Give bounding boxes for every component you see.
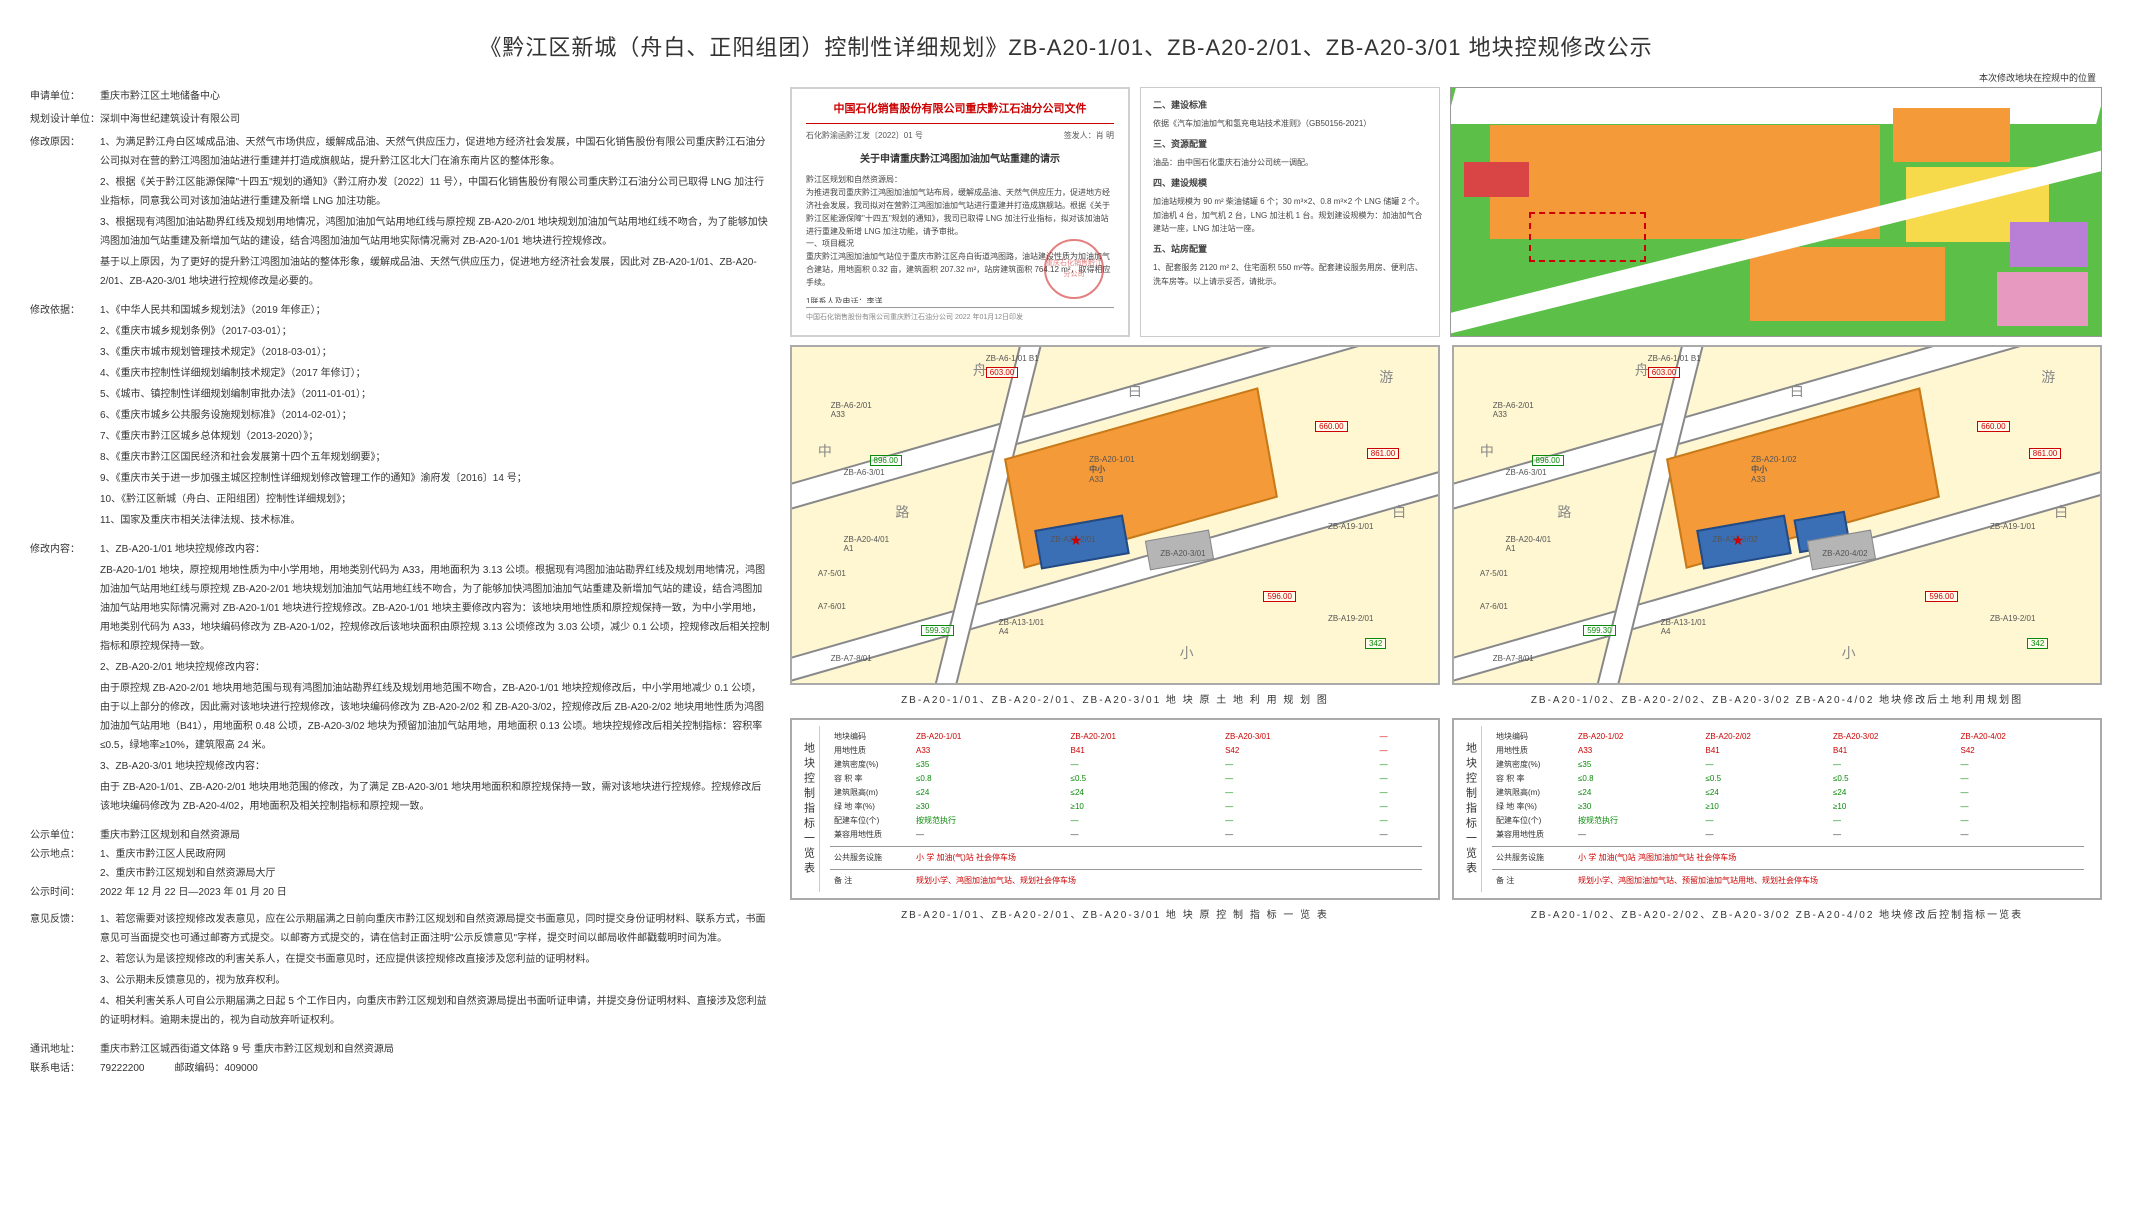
spec-p4: 1、配套服务 2120 m² 2、住宅面积 550 m²等。配套建设服务用房、便… xyxy=(1153,261,1427,288)
phone: 79222200 xyxy=(100,1059,145,1078)
post-label: 邮政编码： xyxy=(175,1059,225,1078)
reason-item: 2、根据《关于黔江区能源保障"十四五"规划的通知》〈黔江府办发〔2022〕11 … xyxy=(100,173,770,211)
pub-unit: 重庆市黔江区规划和自然资源局 xyxy=(100,826,240,845)
basis-item: 5、《城市、镇控制性详细规划编制审批办法》（2011-01-01）； xyxy=(100,385,527,404)
plan-map-after-caption: ZB-A20-1/02、ZB-A20-2/02、ZB-A20-3/02 ZB-A… xyxy=(1452,691,2102,706)
pub-place-label: 公示地点： xyxy=(30,845,100,883)
basis-item: 4、《重庆市控制性详细规划编制技术规定》（2017 年修订）； xyxy=(100,364,527,383)
reason-label: 修改原因： xyxy=(30,133,100,293)
index-table-before-caption: ZB-A20-1/01、ZB-A20-2/01、ZB-A20-3/01 地 块 … xyxy=(790,906,1440,921)
content-para: ZB-A20-1/01 地块，原控规用地性质为中小学用地，用地类别代码为 A33… xyxy=(100,561,770,656)
basis-item: 8、《重庆市黔江区国民经济和社会发展第十四个五年规划纲要》； xyxy=(100,448,527,467)
seal-icon: 重庆石化销售黔江分公司 xyxy=(1044,239,1104,299)
basis-item: 9、《重庆市关于进一步加强主城区控制性详细规划修改管理工作的通知》渝府发〔201… xyxy=(100,469,527,488)
basis-item: 11、国家及重庆市相关法律法规、技术标准。 xyxy=(100,511,527,530)
left-text-column: 申请单位：重庆市黔江区土地储备中心 规划设计单位：深圳中海世纪建筑设计有限公司 … xyxy=(30,87,770,1078)
index-table-before: 地块控制指标一览表 地块编码ZB-A20-1/01ZB-A20-2/01ZB-A… xyxy=(790,718,1440,900)
addr: 重庆市黔江区城西街道文体路 9 号 重庆市黔江区规划和自然资源局 xyxy=(100,1040,394,1059)
spec-panel: 二、建设标准 依据《汽车加油加气和氢充电站技术准则》（GB50156-2021）… xyxy=(1140,87,1440,337)
post: 409000 xyxy=(225,1059,258,1078)
document-title: 关于申请重庆黔江鸿图加油加气站重建的请示 xyxy=(806,152,1114,168)
spec-p1: 依据《汽车加油加气和氢充电站技术准则》（GB50156-2021） xyxy=(1153,117,1427,131)
content-label: 修改内容： xyxy=(30,540,100,818)
basis-item: 7、《重庆市黔江区城乡总体规划（2013-2020）》； xyxy=(100,427,527,446)
feedback-label: 意见反馈： xyxy=(30,910,100,1032)
content-para: 由于 ZB-A20-1/01、ZB-A20-2/01 地块用地范围的修改，为了满… xyxy=(100,778,770,816)
feedback-item: 3、公示期未反馈意见的，视为放弃权利。 xyxy=(100,971,770,990)
applicant-label: 申请单位： xyxy=(30,87,100,106)
reason-item: 1、为满足黔江舟白区域成品油、天然气市场供应，缓解成品油、天然气供应压力，促进地… xyxy=(100,133,770,171)
content-para: 3、ZB-A20-3/01 地块控规修改内容： xyxy=(100,757,770,776)
document-header: 中国石化销售股份有限公司重庆黔江石油分公司文件 xyxy=(806,101,1114,119)
reason-item: 3、根据现有鸿图加油站勘界红线及规划用地情况，鸿图加油加气站用地红线与原控规 Z… xyxy=(100,213,770,251)
feedback-item: 1、若您需要对该控规修改发表意见，应在公示期届满之日前向重庆市黔江区规划和自然资… xyxy=(100,910,770,948)
page-title: 《黔江区新城（舟白、正阳组团）控制性详细规划》ZB-A20-1/01、ZB-A2… xyxy=(30,30,2102,62)
index-vert-label: 地块控制指标一览表 xyxy=(1460,726,1482,892)
basis-item: 1、《中华人民共和国城乡规划法》（2019 年修正）； xyxy=(100,301,527,320)
phone-label: 联系电话： xyxy=(30,1059,100,1078)
official-document-panel: 中国石化销售股份有限公司重庆黔江石油分公司文件 石化黔渝函黔江发〔2022〕01… xyxy=(790,87,1130,337)
addr-label: 通讯地址： xyxy=(30,1040,100,1059)
applicant-value: 重庆市黔江区土地储备中心 xyxy=(100,87,220,106)
spec-p3: 加油站规模为 90 m² 柴油储罐 6 个；30 m³×2、0.8 m³×2 个… xyxy=(1153,195,1427,236)
spec-h4: 五、站房配置 xyxy=(1153,242,1427,257)
reason-item: 基于以上原因，为了更好的提升黔江鸿图加油站的整体形象，缓解成品油、天然气供应压力… xyxy=(100,253,770,291)
right-graphics-column: 本次修改地块在控规中的位置 中国石化销售股份有限公司重庆黔江石油分公司文件 石化… xyxy=(790,87,2102,1078)
spec-p2: 油品：由中国石化重庆石油分公司统一调配。 xyxy=(1153,156,1427,170)
basis-item: 3、《重庆市城市规划管理技术规定》（2018-03-01）； xyxy=(100,343,527,362)
plan-map-before: 舟白游路小中白ZB-A20-1/01中小A33ZB-A20-2/01ZB-A20… xyxy=(790,345,1440,685)
content-para: 1、ZB-A20-1/01 地块控规修改内容： xyxy=(100,540,770,559)
content-para: 2、ZB-A20-2/01 地块控规修改内容： xyxy=(100,658,770,677)
basis-item: 2、《重庆市城乡规划条例》（2017-03-01）； xyxy=(100,322,527,341)
pub-time: 2022 年 12 月 22 日—2023 年 01 月 20 日 xyxy=(100,883,287,902)
locator-map xyxy=(1450,87,2102,337)
index-vert-label: 地块控制指标一览表 xyxy=(798,726,820,892)
basis-label: 修改依据： xyxy=(30,301,100,532)
designer-label: 规划设计单位： xyxy=(30,110,100,129)
document-body: 黔江区规划和自然资源局： xyxy=(806,174,1114,187)
plan-map-after: 舟白游路小中白ZB-A20-1/02中小A33ZB-A20-2/02ZB-A20… xyxy=(1452,345,2102,685)
spec-h1: 二、建设标准 xyxy=(1153,98,1427,113)
document-print-note: 中国石化销售股份有限公司重庆黔江石油分公司 2022 年01月12日印发 xyxy=(806,312,1114,323)
pub-time-label: 公示时间： xyxy=(30,883,100,902)
document-body: 为推进我司重庆黔江鸿图加油加气站布局，缓解成品油、天然气供应压力，促进地方经济社… xyxy=(806,187,1114,238)
index-table-after-caption: ZB-A20-1/02、ZB-A20-2/02、ZB-A20-3/02 ZB-A… xyxy=(1452,906,2102,921)
document-number: 石化黔渝函黔江发〔2022〕01 号 xyxy=(806,130,923,143)
pub-place-1: 1、重庆市黔江区人民政府网 xyxy=(100,845,276,864)
index-table-after: 地块控制指标一览表 地块编码ZB-A20-1/02ZB-A20-2/02ZB-A… xyxy=(1452,718,2102,900)
designer-value: 深圳中海世纪建筑设计有限公司 xyxy=(100,110,240,129)
feedback-item: 2、若您认为是该控规修改的利害关系人，在提交书面意见时，还应提供该控规修改直接涉… xyxy=(100,950,770,969)
document-signer: 签发人：肖 明 xyxy=(1064,130,1114,143)
locator-caption: 本次修改地块在控规中的位置 xyxy=(1979,71,2096,84)
basis-item: 10、《黔江区新城（舟白、正阳组团）控制性详细规划》； xyxy=(100,490,527,509)
basis-item: 6、《重庆市城乡公共服务设施规划标准》（2014-02-01）； xyxy=(100,406,527,425)
pub-place-2: 2、重庆市黔江区规划和自然资源局大厅 xyxy=(100,864,276,883)
pub-unit-label: 公示单位： xyxy=(30,826,100,845)
plan-map-before-caption: ZB-A20-1/01、ZB-A20-2/01、ZB-A20-3/01 地 块 … xyxy=(790,691,1440,706)
spec-h2: 三、资源配置 xyxy=(1153,137,1427,152)
spec-h3: 四、建设规模 xyxy=(1153,176,1427,191)
feedback-item: 4、相关利害关系人可自公示期届满之日起 5 个工作日内，向重庆市黔江区规划和自然… xyxy=(100,992,770,1030)
content-para: 由于原控规 ZB-A20-2/01 地块用地范围与现有鸿图加油站勘界红线及规划用… xyxy=(100,679,770,755)
